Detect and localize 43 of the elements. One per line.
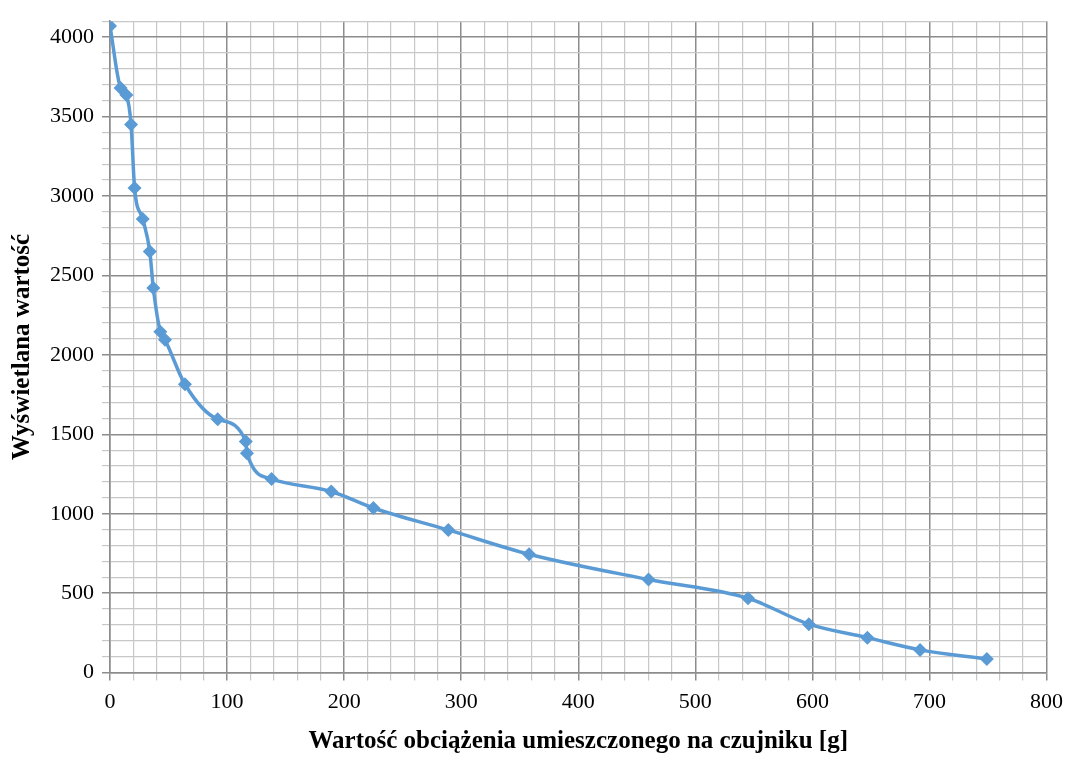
point xyxy=(135,212,150,226)
point xyxy=(324,484,339,499)
point xyxy=(158,332,173,347)
point xyxy=(740,591,755,606)
point xyxy=(264,472,279,487)
point xyxy=(641,572,656,587)
point xyxy=(127,181,142,196)
point xyxy=(210,412,225,427)
y-tick-label: 1500 xyxy=(50,420,94,446)
y-tick-label: 0 xyxy=(83,658,94,684)
x-tick-label: 700 xyxy=(912,687,946,713)
point xyxy=(113,80,128,95)
y-tick-label: 2500 xyxy=(50,261,94,287)
x-tick-label: 300 xyxy=(444,687,478,713)
point xyxy=(522,547,537,562)
x-axis-title: Wartość obciążenia umieszczonego na czujniku [g] xyxy=(308,726,849,754)
x-tick-label: 200 xyxy=(327,687,361,713)
x-tick-label: 0 xyxy=(104,687,116,713)
point xyxy=(119,88,134,103)
point xyxy=(441,522,456,537)
y-tick-label: 3000 xyxy=(50,181,94,207)
point xyxy=(860,630,875,645)
y-tick-label: 500 xyxy=(61,578,94,604)
y-tick-label: 4000 xyxy=(50,22,94,48)
point xyxy=(801,617,816,632)
point xyxy=(124,117,139,132)
x-tick-label: 500 xyxy=(678,687,712,713)
x-tick-label: 800 xyxy=(1030,687,1063,713)
point xyxy=(366,501,381,515)
y-tick-label: 1000 xyxy=(50,499,94,525)
x-tick-label: 100 xyxy=(210,687,244,713)
point xyxy=(177,377,192,392)
point xyxy=(146,281,161,296)
y-axis-title: Wyświetlana wartość xyxy=(7,233,35,460)
y-tick-label: 2000 xyxy=(50,340,94,366)
x-tick-label: 400 xyxy=(561,687,595,713)
point xyxy=(239,446,254,461)
x-tick-label: 600 xyxy=(795,687,829,713)
point xyxy=(979,652,994,667)
point xyxy=(913,642,928,657)
point xyxy=(142,244,157,259)
y-tick-label: 3500 xyxy=(50,102,94,128)
point xyxy=(238,434,253,449)
